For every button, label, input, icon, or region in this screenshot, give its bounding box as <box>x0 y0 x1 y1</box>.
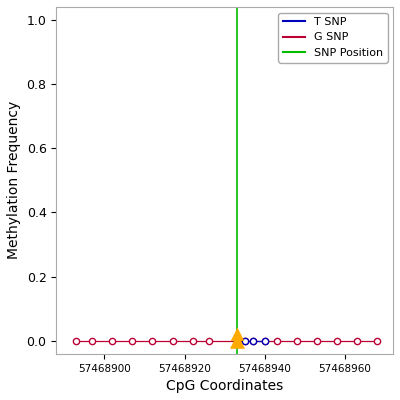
Point <box>234 331 240 337</box>
X-axis label: CpG Coordinates: CpG Coordinates <box>166 379 283 393</box>
Legend: T SNP, G SNP, SNP Position: T SNP, G SNP, SNP Position <box>278 12 388 62</box>
Y-axis label: Methylation Frequency: Methylation Frequency <box>7 101 21 260</box>
Point <box>234 338 240 344</box>
